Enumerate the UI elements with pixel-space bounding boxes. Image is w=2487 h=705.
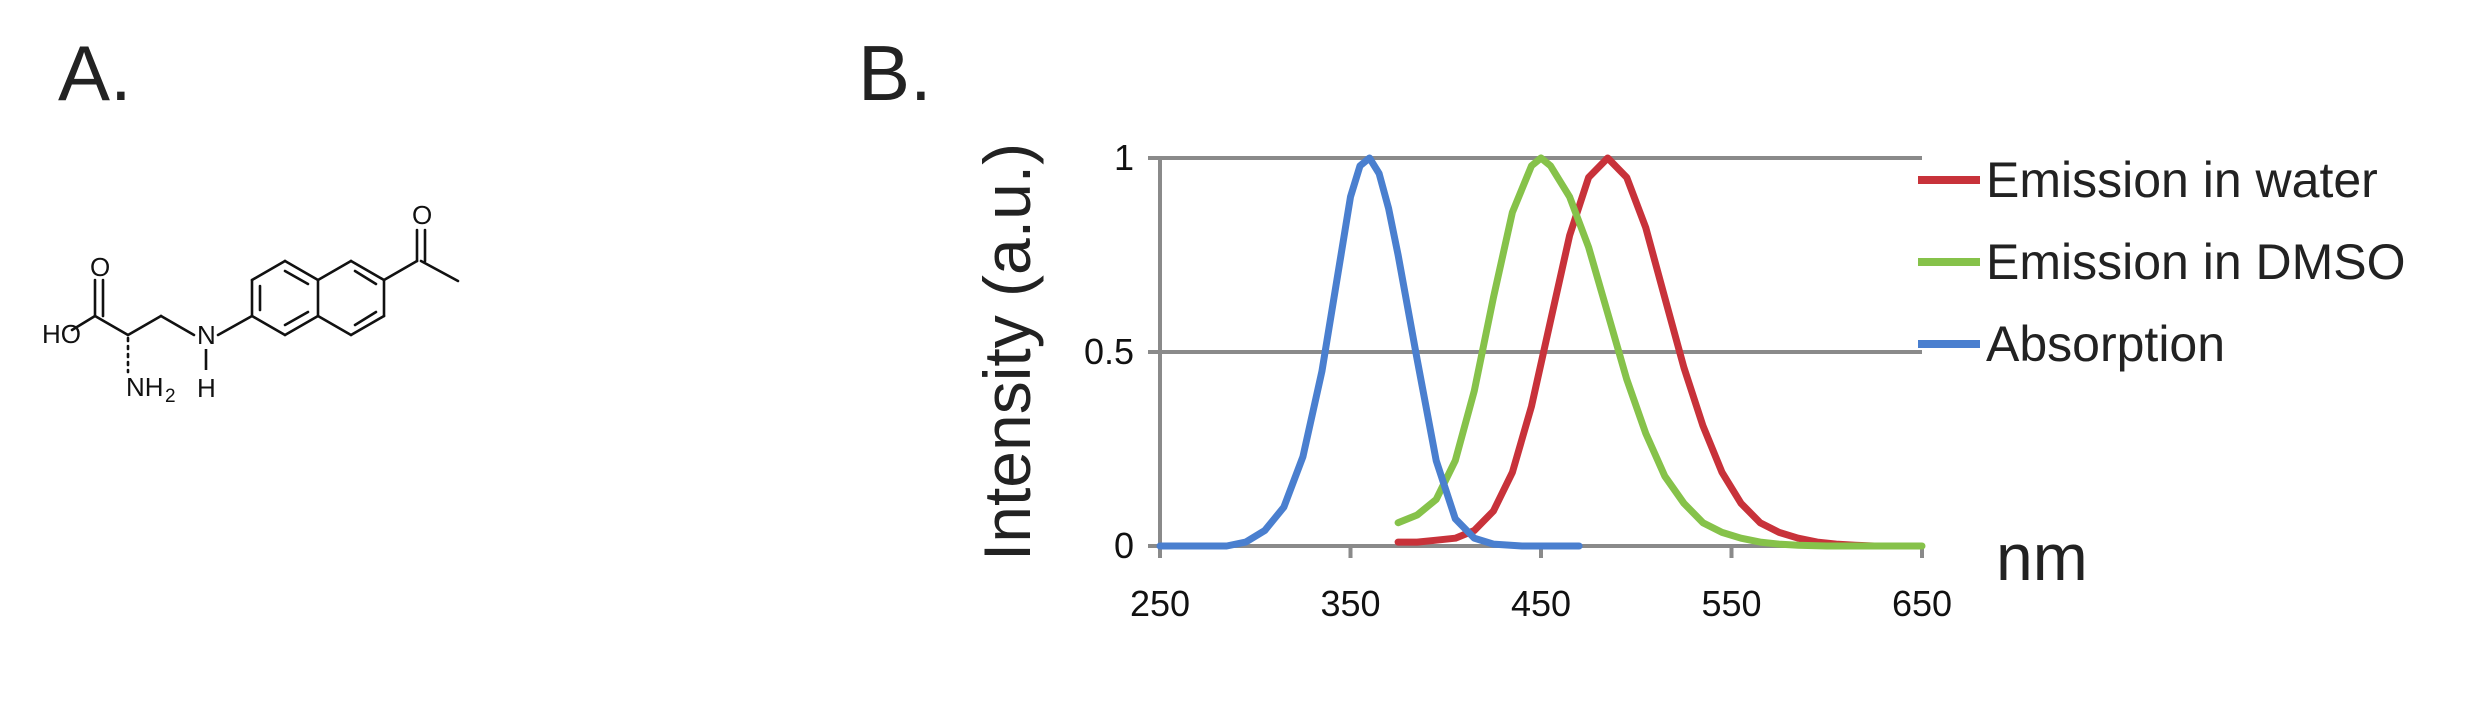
- legend: Emission in water Emission in DMSO Absorpt…: [1918, 152, 2406, 372]
- bond-ketone-methyl: [419, 259, 460, 283]
- structure-bonds: [70, 228, 460, 374]
- bond-n-ring: [216, 314, 254, 337]
- bond-cbeta-n: [159, 314, 196, 337]
- series-lines: [1156, 154, 1926, 550]
- y-tick-label: 0: [1114, 525, 1134, 566]
- panel-a-label: A.: [58, 29, 132, 117]
- atom-ketone-o: O: [412, 200, 432, 230]
- atom-linker-n: N: [197, 320, 216, 350]
- x-axis-title: nm: [1996, 520, 2088, 594]
- y-tick-label: 0.5: [1084, 331, 1134, 372]
- y-axis-title: Intensity (a.u.): [970, 143, 1044, 561]
- atom-amine-subscript: 2: [165, 386, 176, 407]
- x-tick-label: 450: [1511, 583, 1571, 624]
- series-line-1: [1394, 154, 1926, 550]
- bond-ho-c: [70, 314, 97, 332]
- x-tick-label: 250: [1130, 583, 1190, 624]
- grid-lines: [1148, 156, 1922, 548]
- atom-amine: NH: [126, 372, 164, 402]
- legend-label-0: Emission in water: [1986, 152, 2378, 208]
- legend-label-1: Emission in DMSO: [1986, 234, 2406, 290]
- bond-calpha-cbeta: [126, 314, 163, 337]
- x-tick-label: 550: [1701, 583, 1761, 624]
- legend-label-2: Absorption: [1986, 316, 2225, 372]
- series-line-2: [1156, 154, 1583, 550]
- x-tick-label: 350: [1320, 583, 1380, 624]
- x-tick-label: 650: [1892, 583, 1952, 624]
- chemical-structure: O HO NH 2 N H O: [42, 200, 460, 407]
- bond-ring-ketone: [382, 259, 419, 282]
- bond-c-calpha: [93, 314, 130, 337]
- atom-hydroxyl: HO: [42, 319, 81, 349]
- atom-carbonyl-o: O: [90, 252, 110, 282]
- atom-linker-h: H: [197, 373, 216, 403]
- y-tick-label: 1: [1114, 137, 1134, 178]
- tick-labels: 0 0.5 1 250 350 450 550 650: [1084, 137, 1952, 624]
- series-line-0: [1394, 154, 1878, 550]
- panel-b-label: B.: [858, 29, 932, 117]
